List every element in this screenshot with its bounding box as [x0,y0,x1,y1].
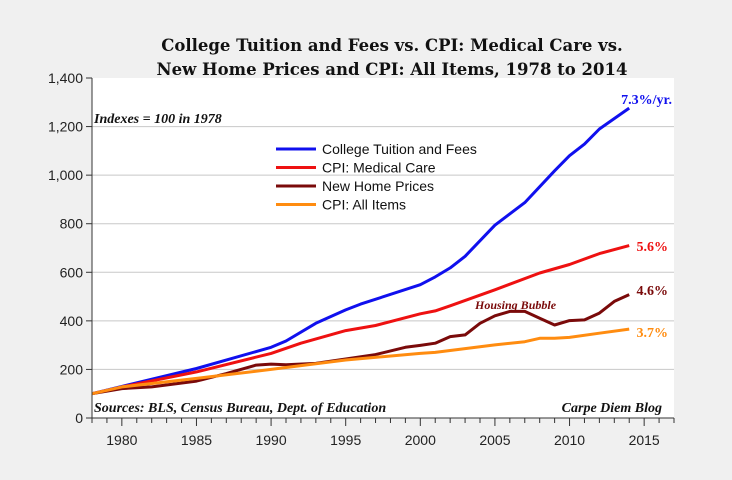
credit-note: Carpe Diem Blog [562,401,662,416]
plot-area [92,78,674,418]
y-tick-label: 1,000 [48,167,83,183]
housing-bubble-label: Housing Bubble [474,298,557,312]
chart-title-line-1: College Tuition and Fees vs. CPI: Medica… [161,36,623,55]
legend-label-cpi-medical-care: CPI: Medical Care [322,160,436,176]
x-tick-label: 2000 [405,432,436,448]
y-tick-label: 0 [75,410,83,426]
y-tick-label: 400 [60,313,84,329]
end-label-cpi-medical-care: 5.6% [637,240,669,255]
end-label-cpi-all-items: 3.7% [637,326,669,341]
end-label-college-tuition-and-fees: 7.3%/yr. [621,93,672,108]
x-tick-label: 1990 [255,432,286,448]
y-tick-label: 1,400 [48,70,83,86]
chart-title-line-2: New Home Prices and CPI: All Items, 1978… [157,60,628,79]
series-line-cpi-all-items [91,327,630,396]
y-tick-label: 1,200 [48,119,83,135]
y-tick-label: 800 [60,216,84,232]
legend-label-cpi-all-items: CPI: All Items [322,197,406,213]
x-tick-label: 1985 [181,432,212,448]
sources-note: Sources: BLS, Census Bureau, Dept. of Ed… [94,401,386,416]
end-label-new-home-prices: 4.6% [637,284,669,299]
x-tick-label: 2010 [554,432,585,448]
legend-label-new-home-prices: New Home Prices [322,178,434,194]
series-line-college-tuition-and-fees [91,106,631,396]
y-tick-label: 200 [60,361,84,377]
series-line-cpi-medical-care [91,244,630,396]
x-tick-label: 2005 [479,432,510,448]
legend-label-college-tuition-and-fees: College Tuition and Fees [322,141,477,157]
x-tick-label: 1995 [330,432,361,448]
series-line-new-home-prices [91,293,630,396]
legend: College Tuition and Fees CPI: Medical Car… [276,141,477,213]
x-tick-label: 2015 [629,432,660,448]
y-tick-label: 600 [60,264,84,280]
x-tick-label: 1980 [106,432,137,448]
index-note: Indexes = 100 in 1978 [93,112,222,127]
